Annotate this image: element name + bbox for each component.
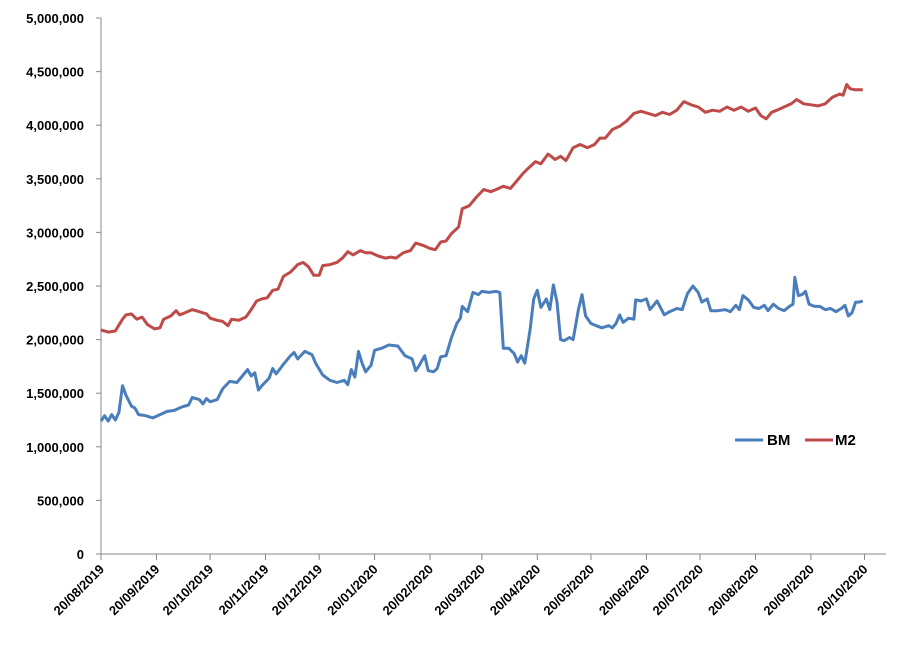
- y-tick-label: 3,500,000: [26, 172, 84, 187]
- y-tick-label: 5,000,000: [26, 11, 84, 26]
- x-tick-label: 20/10/2019: [160, 562, 217, 619]
- y-tick-label: 4,500,000: [26, 65, 84, 80]
- x-tick-label: 20/09/2019: [106, 562, 163, 619]
- x-tick-label: 20/04/2020: [487, 562, 544, 619]
- x-tick-label: 20/05/2020: [540, 562, 597, 619]
- y-tick-label: 0: [77, 547, 84, 562]
- x-tick-label: 20/03/2020: [431, 562, 488, 619]
- x-tick-label: 20/06/2020: [596, 562, 653, 619]
- x-tick-label: 20/09/2020: [760, 562, 817, 619]
- x-tick-label: 20/10/2020: [814, 562, 871, 619]
- legend-label-m2: M2: [835, 432, 856, 449]
- x-tick-label: 20/08/2019: [50, 562, 107, 619]
- legend: BM M2: [735, 432, 856, 449]
- series-line-bm: [99, 275, 864, 423]
- y-tick-label: 2,000,000: [26, 333, 84, 348]
- x-tick-label: 20/02/2020: [380, 562, 437, 619]
- legend-item-bm: BM: [735, 432, 790, 449]
- y-tick-label: 500,000: [37, 493, 84, 508]
- y-ticks: 0 500,000 1,000,000 1,500,000 2,000,000 2,500…: [26, 11, 101, 562]
- legend-label-bm: BM: [767, 432, 790, 449]
- x-tick-label: 20/08/2020: [705, 562, 762, 619]
- legend-item-m2: M2: [805, 432, 856, 449]
- y-tick-label: 3,000,000: [26, 225, 84, 240]
- x-tick-label: 20/12/2019: [269, 562, 326, 619]
- series-layer: [99, 83, 864, 423]
- x-tick-label: 20/01/2020: [324, 562, 381, 619]
- y-tick-label: 1,500,000: [26, 386, 84, 401]
- y-axis: 0 500,000 1,000,000 1,500,000 2,000,000 2,500…: [26, 11, 102, 562]
- series-line-m2: [100, 83, 863, 334]
- y-tick-label: 2,500,000: [26, 279, 84, 294]
- x-tick-label: 20/11/2019: [216, 562, 272, 618]
- y-tick-label: 1,000,000: [26, 440, 84, 455]
- x-tick-label: 20/07/2020: [650, 562, 707, 619]
- y-tick-label: 4,000,000: [26, 118, 84, 133]
